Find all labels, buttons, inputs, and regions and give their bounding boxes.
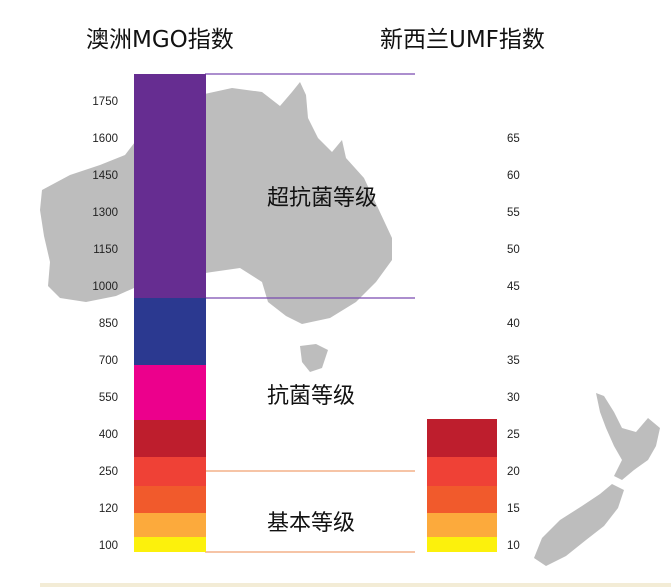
basic-grade-label: 基本等级 <box>267 511 355 536</box>
antibacterial-label: 抗菌等级 <box>267 384 355 409</box>
umf-tick-25: 25 <box>507 429 520 441</box>
umf-tick-45: 45 <box>507 281 520 293</box>
mgo-tick-120: 120 <box>99 503 118 515</box>
super-antibacterial-label: 超抗菌等级 <box>267 186 377 211</box>
mgo-tick-1000: 1000 <box>92 281 118 293</box>
umf-tick-65: 65 <box>507 133 520 145</box>
mgo-bar-segment-120-250 <box>134 513 206 537</box>
mgo-tick-1300: 1300 <box>92 207 118 219</box>
mgo-bar <box>134 74 206 552</box>
umf-tick-50: 50 <box>507 244 520 256</box>
mgo-tick-850: 850 <box>99 318 118 330</box>
mgo-tick-labels: 1750 1600 1450 1300 1150 1000 850 700 550 400 250 1… <box>92 96 118 552</box>
umf-index-title: 新西兰UMF指数 <box>380 27 545 53</box>
mgo-tick-1150: 1150 <box>93 244 118 256</box>
umf-tick-60: 60 <box>507 170 520 182</box>
tasmania-map-icon <box>300 344 328 372</box>
mgo-tick-700: 700 <box>99 355 118 367</box>
umf-bar-segment-12.5-15 <box>427 513 497 537</box>
umf-bar <box>427 419 497 552</box>
mgo-tick-1450: 1450 <box>92 170 118 182</box>
umf-tick-20: 20 <box>507 466 520 478</box>
mgo-bar-segment-550-700 <box>134 420 206 457</box>
new-zealand-north-island-icon <box>596 393 660 480</box>
mgo-bar-segment-1000-1750 <box>134 74 206 298</box>
mgo-bar-segment-700-850 <box>134 365 206 420</box>
australia-map-icon <box>40 82 392 324</box>
mgo-index-title: 澳洲MGO指数 <box>86 27 234 53</box>
umf-bar-segment-15-17.5 <box>427 486 497 513</box>
mgo-tick-400: 400 <box>99 429 118 441</box>
umf-tick-55: 55 <box>507 207 520 219</box>
umf-tick-15: 15 <box>507 503 520 515</box>
umf-bar-segment-17.5-20 <box>427 457 497 486</box>
mgo-tick-1600: 1600 <box>92 133 118 145</box>
umf-tick-30: 30 <box>507 392 520 404</box>
mgo-tick-1750: 1750 <box>92 96 118 108</box>
umf-tick-10: 10 <box>507 540 520 552</box>
mgo-tick-250: 250 <box>99 466 118 478</box>
mgo-bar-segment-100-120 <box>134 537 206 552</box>
mgo-bar-segment-400-550 <box>134 457 206 486</box>
mgo-bar-segment-250-400 <box>134 486 206 513</box>
new-zealand-south-island-icon <box>534 484 624 566</box>
umf-tick-labels: 65 60 55 50 45 40 35 30 25 20 15 10 <box>507 133 520 552</box>
mgo-tick-550: 550 <box>99 392 118 404</box>
mgo-bar-segment-850-1000 <box>134 298 206 365</box>
mgo-tick-100: 100 <box>99 540 118 552</box>
umf-bar-segment-20-25 <box>427 419 497 457</box>
umf-tick-40: 40 <box>507 318 520 330</box>
umf-bar-segment-10-12.5 <box>427 537 497 552</box>
umf-tick-35: 35 <box>507 355 520 367</box>
bottom-divider <box>40 583 671 587</box>
